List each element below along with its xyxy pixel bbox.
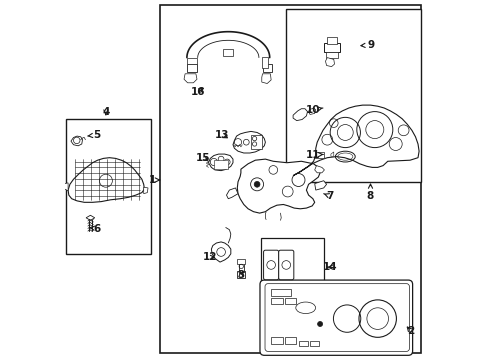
Text: 5: 5 (87, 130, 101, 140)
Polygon shape (330, 152, 333, 156)
Text: 3: 3 (237, 270, 244, 280)
Circle shape (317, 321, 322, 327)
Bar (326, 37, 337, 44)
Bar (309, 341, 318, 346)
Text: 15: 15 (196, 153, 210, 163)
Bar (284, 337, 296, 344)
Polygon shape (64, 183, 68, 191)
Text: 14: 14 (322, 262, 337, 272)
Polygon shape (86, 215, 95, 220)
Bar (66, 119, 151, 254)
Polygon shape (325, 58, 334, 67)
Polygon shape (183, 74, 197, 83)
Bar (213, 160, 228, 169)
Polygon shape (308, 108, 315, 114)
Bar (160, 5, 420, 353)
Bar (250, 135, 261, 149)
Text: 1: 1 (149, 175, 159, 185)
Polygon shape (68, 158, 144, 202)
Text: 2: 2 (407, 326, 414, 336)
Text: 11: 11 (305, 150, 323, 160)
Bar (324, 43, 339, 52)
Polygon shape (232, 131, 265, 153)
Bar (325, 52, 338, 58)
Text: 8: 8 (366, 184, 373, 201)
Bar (186, 64, 197, 72)
Polygon shape (71, 136, 82, 146)
Bar (270, 289, 290, 296)
Polygon shape (237, 159, 320, 213)
FancyBboxPatch shape (278, 250, 293, 280)
Bar (223, 49, 232, 56)
Text: 12: 12 (202, 252, 216, 262)
Text: 16: 16 (190, 87, 204, 97)
Bar (270, 337, 282, 344)
Circle shape (254, 181, 260, 187)
Polygon shape (292, 109, 307, 121)
FancyBboxPatch shape (263, 250, 278, 280)
Bar (237, 259, 244, 264)
Text: 6: 6 (90, 224, 101, 234)
Polygon shape (143, 187, 148, 194)
Text: 7: 7 (323, 191, 333, 201)
Bar (260, 238, 323, 284)
Bar (270, 298, 282, 304)
Polygon shape (211, 242, 230, 262)
FancyBboxPatch shape (260, 280, 412, 355)
Bar (238, 263, 244, 272)
Bar (261, 57, 268, 68)
Text: 10: 10 (305, 105, 322, 115)
Polygon shape (314, 166, 324, 173)
Bar (284, 298, 296, 304)
Polygon shape (261, 74, 270, 84)
Bar (237, 271, 244, 278)
Bar (186, 58, 197, 64)
Text: 13: 13 (215, 130, 229, 140)
Polygon shape (292, 105, 418, 176)
Text: 9: 9 (360, 40, 374, 50)
Bar (314, 152, 323, 158)
Polygon shape (314, 181, 326, 190)
Bar (262, 64, 271, 72)
Polygon shape (208, 154, 232, 171)
Bar (298, 341, 307, 346)
Text: 4: 4 (102, 107, 109, 117)
Bar (285, 9, 420, 182)
Polygon shape (226, 188, 238, 199)
